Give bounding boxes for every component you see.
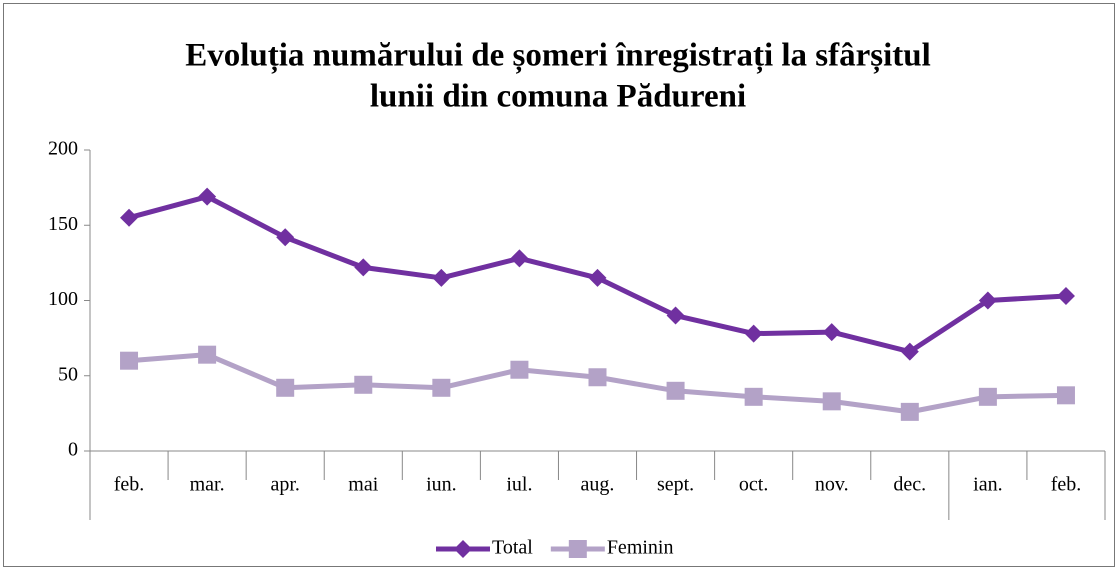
x-tick-label: feb. <box>1051 474 1082 496</box>
y-tick-label: 200 <box>48 138 78 160</box>
marker <box>432 268 451 287</box>
x-tick-label: mar. <box>190 474 225 496</box>
x-tick-label: ian. <box>973 474 1002 496</box>
x-tick-label: nov. <box>815 474 849 496</box>
marker <box>822 392 841 411</box>
marker <box>354 258 373 277</box>
x-tick-label: iun. <box>426 474 457 496</box>
marker <box>454 540 472 558</box>
marker <box>432 378 451 397</box>
x-tick-label: oct. <box>739 474 768 496</box>
legend-label: Feminin <box>607 537 674 559</box>
marker <box>1056 386 1075 405</box>
marker <box>1056 286 1075 305</box>
legend-label: Total <box>492 537 533 559</box>
marker <box>198 345 217 364</box>
marker <box>900 402 919 421</box>
marker <box>744 324 763 343</box>
marker <box>354 375 373 394</box>
marker <box>276 378 295 397</box>
marker <box>588 268 607 287</box>
marker <box>198 187 217 206</box>
marker <box>120 208 139 227</box>
x-tick-label: sept. <box>657 474 694 496</box>
chart-border <box>3 3 1115 567</box>
x-tick-label: apr. <box>270 474 299 496</box>
marker <box>588 368 607 387</box>
y-tick-label: 150 <box>48 213 78 235</box>
x-tick-label: aug. <box>581 474 615 496</box>
y-tick-label: 0 <box>68 439 78 461</box>
marker <box>978 387 997 406</box>
chart-title: Evoluția numărului de șomeri înregistraț… <box>185 38 931 75</box>
x-tick-label: feb. <box>114 474 145 496</box>
marker <box>744 387 763 406</box>
x-tick-label: iul. <box>506 474 532 496</box>
marker <box>666 306 685 325</box>
chart-title: lunii din comuna Pădureni <box>370 79 746 115</box>
marker <box>276 228 295 247</box>
marker <box>900 342 919 361</box>
y-tick-label: 50 <box>58 363 78 385</box>
marker <box>568 540 587 558</box>
y-tick-label: 100 <box>48 288 78 310</box>
marker <box>978 291 997 310</box>
marker <box>822 323 841 342</box>
marker <box>120 351 139 370</box>
marker <box>510 249 529 268</box>
x-tick-label: dec. <box>893 474 926 496</box>
marker <box>510 360 529 379</box>
x-tick-label: mai <box>348 474 378 496</box>
marker <box>666 381 685 400</box>
